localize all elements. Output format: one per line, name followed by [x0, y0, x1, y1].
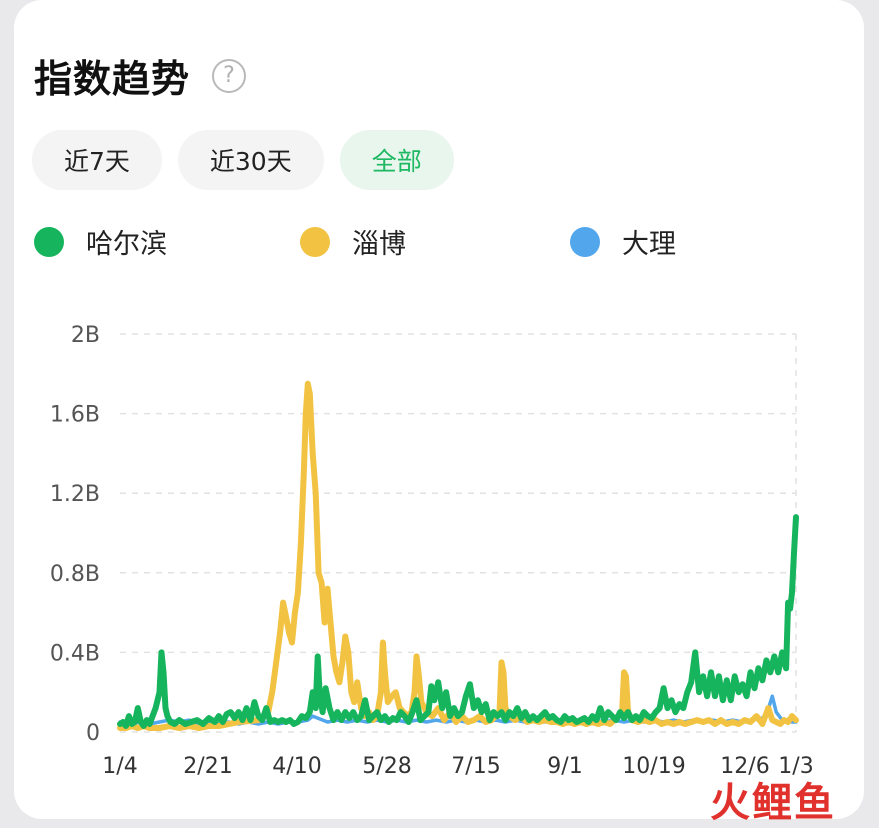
y-tick-label: 1.6B	[50, 403, 100, 428]
time-range-tabs: 近7天 近30天 全部	[32, 130, 454, 190]
y-tick-label: 0	[86, 721, 100, 746]
legend-item-dali[interactable]: 大理	[570, 222, 676, 261]
x-tick-label: 7/15	[451, 754, 500, 779]
y-tick-label: 0.8B	[50, 562, 100, 587]
help-icon[interactable]: ?	[212, 58, 247, 93]
tab-7-days[interactable]: 近7天	[32, 130, 162, 190]
x-tick-label: 9/1	[547, 754, 582, 779]
legend-item-zibo[interactable]: 淄博	[300, 222, 406, 261]
legend-dot-icon	[300, 226, 330, 257]
series-line-harbin	[117, 514, 799, 729]
series-line-zibo	[117, 380, 799, 731]
tab-30-days[interactable]: 近30天	[177, 130, 324, 190]
legend-dot-icon	[570, 226, 600, 257]
tab-all[interactable]: 全部	[339, 130, 454, 190]
chart-legend: 哈尔滨 淄博 大理	[34, 222, 854, 266]
y-tick-label: 0.4B	[50, 641, 100, 666]
page-title: 指数趋势	[34, 57, 191, 101]
y-tick-label: 1.2B	[50, 482, 100, 507]
x-tick-label: 1/4	[102, 754, 137, 779]
y-tick-label: 2B	[71, 323, 100, 348]
legend-label: 淄博	[352, 229, 406, 260]
x-tick-label: 2/21	[183, 754, 232, 779]
legend-item-harbin[interactable]: 哈尔滨	[34, 222, 167, 261]
legend-label: 哈尔滨	[86, 229, 167, 260]
x-tick-label: 4/10	[272, 754, 321, 779]
watermark-logo: 火鲤鱼	[710, 780, 836, 826]
x-tick-label: 12/6	[720, 754, 769, 779]
x-tick-label: 10/19	[622, 754, 685, 779]
title-row: 指数趋势 ?	[34, 48, 247, 103]
x-tick-label: 1/3	[778, 754, 813, 779]
legend-dot-icon	[34, 226, 64, 257]
x-tick-label: 5/28	[362, 754, 411, 779]
legend-label: 大理	[622, 229, 676, 260]
